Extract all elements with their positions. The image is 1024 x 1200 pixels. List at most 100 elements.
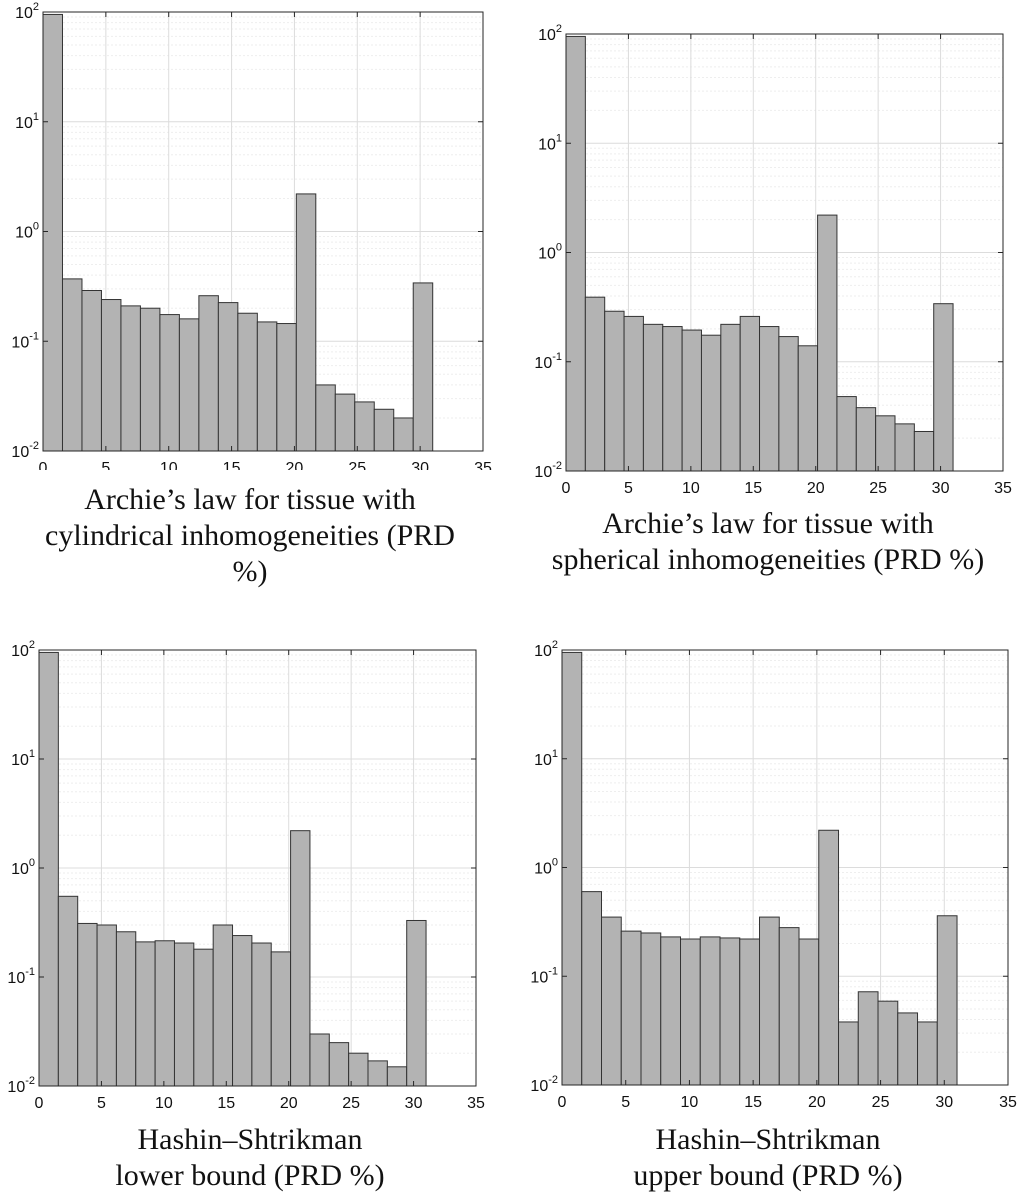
histogram-bar bbox=[309, 1033, 330, 1087]
y-tick-label: 102 bbox=[11, 639, 35, 660]
x-tick-label: 5 bbox=[621, 1094, 630, 1111]
histogram-bar bbox=[913, 430, 935, 472]
histogram-bar bbox=[173, 942, 195, 1087]
y-tick-label: 101 bbox=[11, 748, 35, 769]
histogram-bar bbox=[251, 942, 272, 1087]
x-tick-label: 10 bbox=[681, 1094, 699, 1111]
histogram-caption-2: Archie’s law for tissue with spherical i… bbox=[512, 506, 1024, 578]
y-tick-label: 102 bbox=[538, 23, 562, 44]
histogram-bar bbox=[798, 938, 820, 1086]
histogram-bar bbox=[700, 334, 722, 472]
y-tick-label: 100 bbox=[15, 221, 39, 242]
histogram-bar bbox=[367, 1060, 388, 1087]
histogram-bar bbox=[623, 315, 644, 472]
histogram-bar bbox=[719, 937, 741, 1086]
histogram-bar bbox=[334, 393, 356, 452]
histogram-bar bbox=[57, 895, 79, 1087]
histogram-bar bbox=[295, 193, 317, 452]
y-tick-label: 100 bbox=[534, 857, 558, 878]
x-tick-label: 35 bbox=[467, 1095, 485, 1112]
histogram-bar bbox=[154, 940, 175, 1087]
histogram-bar bbox=[328, 1042, 350, 1087]
caption-line: spherical inhomogeneities (PRD %) bbox=[551, 543, 985, 576]
histogram-bar bbox=[604, 310, 625, 472]
histogram-bar bbox=[412, 282, 434, 452]
histogram-bar bbox=[270, 951, 292, 1087]
histogram-bar bbox=[232, 935, 253, 1087]
histogram-bar bbox=[38, 651, 59, 1087]
x-tick-label: 25 bbox=[348, 460, 366, 470]
y-tick-label: 10-2 bbox=[7, 1075, 35, 1096]
caption-line: Hashin–Shtrikman bbox=[655, 1123, 881, 1156]
caption-line: upper bound (PRD %) bbox=[633, 1159, 903, 1192]
histogram-bar bbox=[681, 329, 702, 472]
x-tick-label: 20 bbox=[286, 460, 304, 470]
x-tick-label: 5 bbox=[101, 460, 110, 470]
histogram-bar bbox=[135, 941, 156, 1087]
x-tick-label: 0 bbox=[35, 1095, 44, 1112]
caption-line: Archie’s law for tissue with bbox=[84, 483, 416, 516]
x-tick-label: 30 bbox=[411, 460, 429, 470]
y-tick-label: 101 bbox=[534, 748, 558, 769]
x-tick-label: 30 bbox=[932, 480, 950, 497]
histogram-bar bbox=[115, 931, 137, 1087]
caption-line: cylindrical inhomogeneities (PRD bbox=[45, 519, 455, 552]
histogram-bar bbox=[778, 927, 800, 1086]
histogram-bar bbox=[100, 299, 122, 452]
x-tick-label: 30 bbox=[935, 1094, 953, 1111]
histogram-bar bbox=[739, 315, 761, 472]
histogram-bar bbox=[42, 13, 63, 452]
histogram-bar bbox=[778, 336, 799, 472]
histogram-caption-3: Hashin–Shtrikman lower bound (PRD %) bbox=[0, 1122, 500, 1194]
histogram-bar bbox=[237, 312, 258, 452]
x-tick-label: 25 bbox=[342, 1095, 360, 1112]
histogram-bar bbox=[561, 651, 583, 1086]
histogram-bar bbox=[917, 1021, 938, 1086]
histogram-bar bbox=[877, 1000, 899, 1086]
x-tick-label: 10 bbox=[155, 1095, 173, 1112]
histogram-bar bbox=[565, 35, 586, 472]
x-tick-label: 15 bbox=[217, 1095, 235, 1112]
y-tick-label: 10-1 bbox=[530, 965, 558, 986]
y-tick-label: 100 bbox=[538, 242, 562, 263]
histogram-bar bbox=[894, 423, 915, 472]
histogram-bar bbox=[797, 345, 819, 472]
histogram-bar bbox=[373, 408, 395, 452]
histogram-bar bbox=[662, 326, 683, 472]
histogram-bar bbox=[193, 948, 214, 1087]
histogram-bar bbox=[936, 915, 958, 1086]
histogram-bar bbox=[836, 396, 857, 472]
histogram-bar bbox=[699, 936, 721, 1086]
x-tick-label: 15 bbox=[744, 1094, 762, 1111]
y-tick-label: 10-1 bbox=[7, 966, 35, 987]
histogram-bar bbox=[680, 938, 701, 1086]
x-tick-label: 15 bbox=[223, 460, 241, 470]
histogram-chart-1: 0 5 10 15 20 25 30 35 10-2 10-1 100 101 102 bbox=[11, 1, 492, 477]
histogram-bar bbox=[642, 323, 664, 472]
histogram-bar bbox=[875, 415, 896, 472]
y-tick-label: 100 bbox=[11, 857, 35, 878]
histogram-bar bbox=[290, 830, 311, 1087]
histogram-caption-4: Hashin–Shtrikman upper bound (PRD %) bbox=[512, 1122, 1024, 1194]
histogram-bar bbox=[406, 919, 427, 1087]
histogram-bar bbox=[739, 938, 761, 1086]
histogram-bar bbox=[720, 323, 741, 472]
histogram-bar bbox=[120, 305, 141, 452]
histogram-bar bbox=[640, 932, 662, 1086]
histogram-bar bbox=[897, 1012, 919, 1086]
histogram-panel-3: 0 5 10 15 20 25 30 35 10-2 10-1 100 101 102 bbox=[0, 636, 500, 1116]
histogram-bar bbox=[855, 407, 877, 472]
y-tick-label: 10-2 bbox=[530, 1074, 558, 1095]
histogram-bar bbox=[601, 916, 622, 1086]
x-tick-label: 20 bbox=[807, 480, 825, 497]
y-tick-label: 10-1 bbox=[534, 351, 562, 372]
histogram-bar bbox=[620, 930, 642, 1086]
histogram-panel-2: 0 5 10 15 20 25 30 35 10-2 10-1 100 101 102 bbox=[510, 20, 1024, 500]
histogram-bar bbox=[315, 384, 336, 452]
caption-line: lower bound (PRD %) bbox=[115, 1159, 385, 1192]
histogram-bar bbox=[818, 829, 840, 1086]
histogram-bar bbox=[96, 924, 117, 1087]
y-tick-label: 10-2 bbox=[534, 460, 562, 481]
caption-line: Hashin–Shtrikman bbox=[137, 1123, 363, 1156]
histogram-panel-4: 0 5 10 15 20 25 30 35 10-2 10-1 100 101 102 bbox=[510, 636, 1024, 1116]
